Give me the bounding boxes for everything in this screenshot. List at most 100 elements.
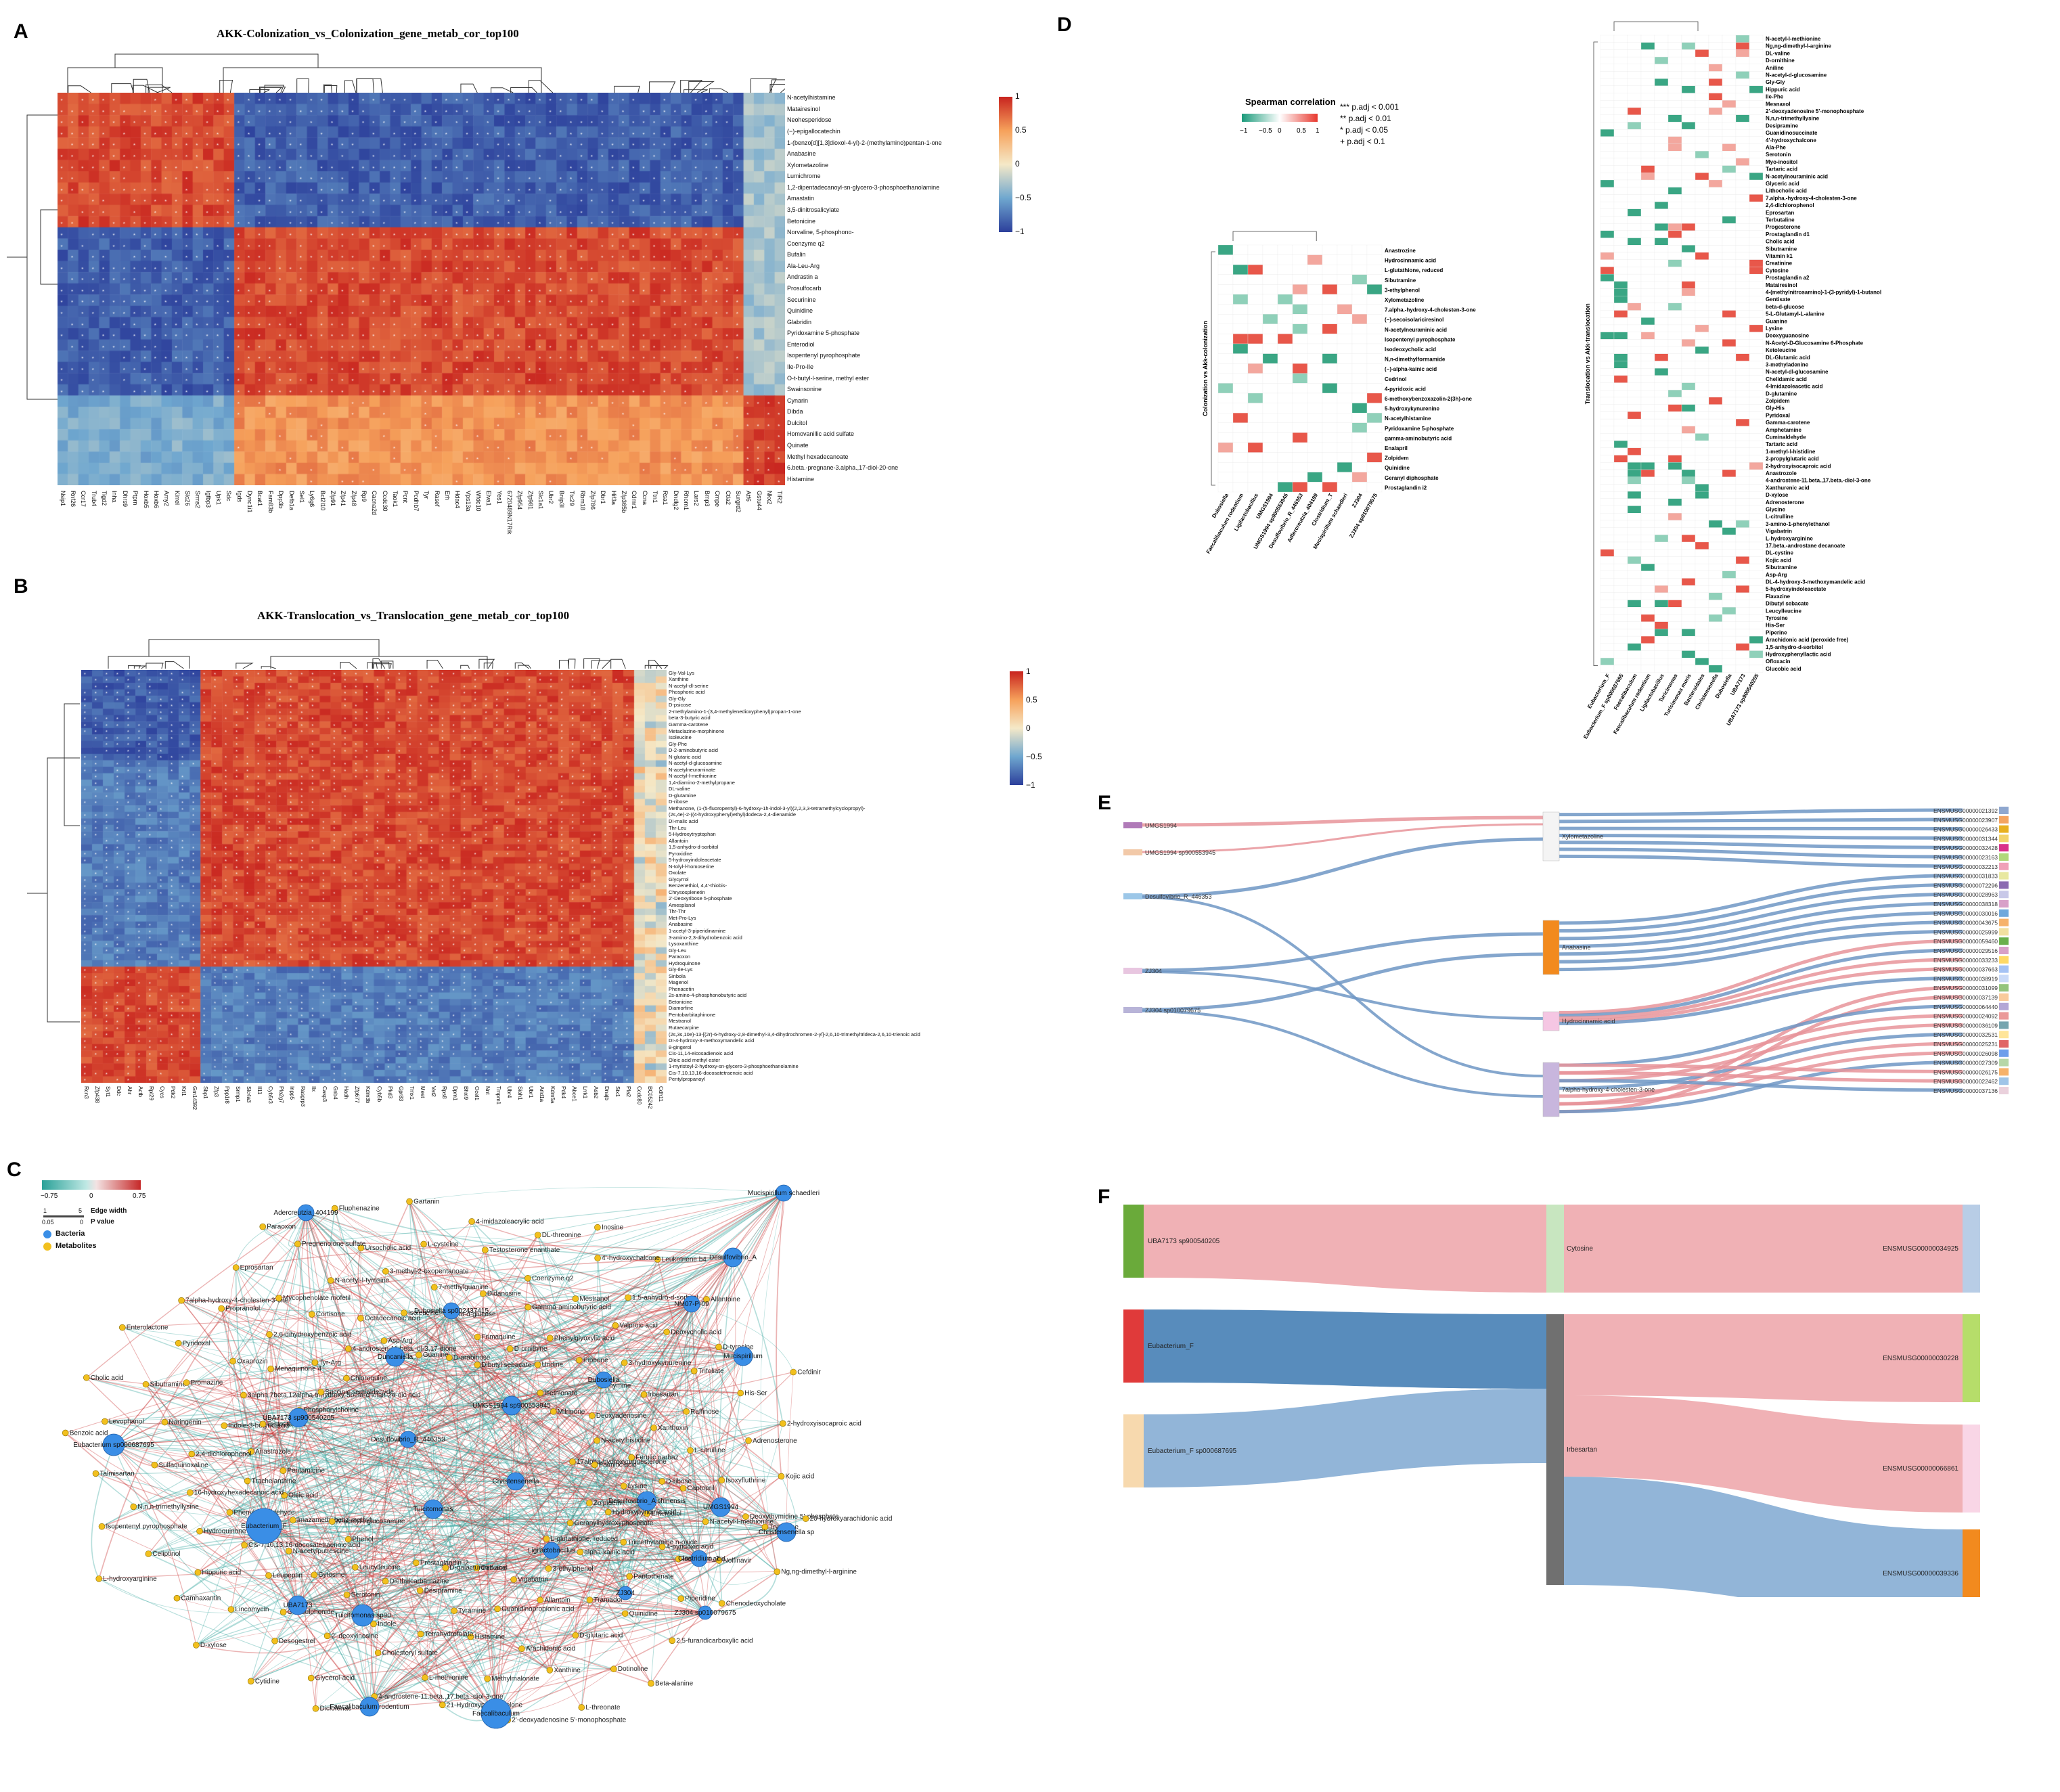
- metabolite-node: [193, 1642, 200, 1649]
- panel-a-row-label: Enterodiol: [787, 340, 815, 348]
- panel-a-row-label: Coenzyme q2: [787, 240, 825, 247]
- panel-e-right-label: ENSMUSG00000037663: [1933, 966, 1998, 973]
- bacteria-label: Eubacterium_F: [241, 1523, 287, 1530]
- metabolite-label: Isopentenyl pyrophosphate: [106, 1523, 188, 1531]
- metabolite-node: [703, 1296, 710, 1303]
- bacteria-label: Desulfovibrio_A: [709, 1254, 757, 1261]
- panel-e-right-label: ENSMUSG00000030016: [1933, 910, 1998, 917]
- panel-d-right-row-label: 7.alpha.-hydroxy-4-cholesten-3-one: [1766, 195, 1857, 201]
- panel-d-right-row-label: Anastrozole: [1766, 470, 1797, 476]
- metabolite-label: Arachidonic acid: [526, 1645, 575, 1653]
- panel-e-middle-label: Hydrocinnamic acid: [1562, 1018, 1615, 1025]
- panel-b-row-label: D-glutamine: [669, 792, 696, 799]
- metabolite-node: [417, 1630, 424, 1638]
- panel-d-right-row-label: Leucylleucine: [1766, 608, 1801, 614]
- metabolite-node: [737, 1389, 744, 1397]
- panel-d-right-row-label: Myo-inositol: [1766, 159, 1797, 165]
- metabolite-node: [658, 1478, 666, 1485]
- panel-e-right-label: ENSMUSG00000036109: [1933, 1022, 1998, 1029]
- metabolite-node: [118, 1324, 126, 1331]
- metabolite-label: Fluphenazine: [339, 1205, 380, 1213]
- metabolite-label: Uridine: [542, 1362, 564, 1369]
- panel-label-e: E: [1098, 792, 1112, 814]
- panel-b-col-label: Ilx: [311, 1086, 317, 1092]
- metabolite-node: [578, 1704, 585, 1711]
- metabolite-node: [550, 1408, 557, 1415]
- panel-b-row-label: beta-3-butyric acid: [669, 715, 711, 721]
- bacteria-label: Desulfovibrio_A chinensis: [608, 1498, 686, 1505]
- metabolite-node: [98, 1523, 106, 1530]
- panel-b-row-label: Lysoxanthine: [669, 941, 698, 947]
- panel-e-right-node: [1999, 1058, 2009, 1067]
- panel-b-row-label: Magenol: [669, 979, 688, 986]
- panel-a-col-label: Zfp48: [350, 491, 357, 507]
- metabolite-label: Methylmalonate: [491, 1676, 539, 1683]
- panel-b-col-label: Inpp5: [289, 1086, 296, 1100]
- panel-b-col-label: Slc4a3: [246, 1086, 252, 1103]
- panel-b-colorbar-tick: 0.5: [1026, 695, 1037, 704]
- metabolite-node: [331, 1205, 338, 1212]
- metabolite-node: [545, 1565, 552, 1572]
- panel-b-col-label: Actb: [137, 1086, 144, 1098]
- metabolite-label: Dibutyl sebacate: [481, 1362, 531, 1369]
- panel-e-left-label: UMGS1994 sp900553945: [1145, 849, 1215, 856]
- panel-a-row-label: O-t-butyl-l-serine, methyl ester: [787, 374, 870, 382]
- bacteria-label: Ligilactobacillus: [528, 1547, 575, 1554]
- panel-a-row-label: Ile-Pro-Ile: [787, 363, 814, 370]
- metabolite-label: Lincomycin: [235, 1606, 269, 1613]
- panel-b-col-label: Kdm5a: [549, 1086, 556, 1104]
- panel-e-right-label: ENSMUSG00000032428: [1933, 845, 1998, 851]
- panel-a-row-label: 1-(benzo[d][1,3]dioxol-4-yl)-2-(methylam…: [787, 139, 942, 146]
- panel-b-colorbar-tick: 0: [1026, 723, 1031, 733]
- panel-d-sig-legend: *** p.adj < 0.001: [1340, 102, 1399, 112]
- panel-b-row-label: Cis-7,10,13,16-docosatetraenoic acid: [669, 1069, 753, 1076]
- panel-d-right-row-label: beta-d-glucose: [1766, 304, 1804, 310]
- panel-c-legend-metabolites: Metabolites: [55, 1242, 97, 1250]
- metabolite-label: Gulosulphonide: [288, 1609, 335, 1616]
- panel-b-col-label: Syt1: [105, 1086, 112, 1098]
- panel-c-legend-bacteria: Bacteria: [55, 1230, 85, 1238]
- metabolite-label: Deoxythymidine 5'-phosphate: [750, 1513, 839, 1521]
- metabolite-label: Celiptinol: [152, 1550, 180, 1558]
- metabolite-node: [594, 1255, 601, 1261]
- metabolite-node: [543, 1536, 550, 1542]
- metabolite-node: [416, 1587, 424, 1594]
- bacteria-node: [246, 1508, 282, 1544]
- panel-f-left-node: [1123, 1414, 1144, 1487]
- panel-d-sig-legend: + p.adj < 0.1: [1340, 137, 1385, 146]
- panel-b-row-label: DI-malic acid: [669, 817, 698, 824]
- panel-b-colorbar: [1010, 671, 1023, 785]
- panel-d-right-row-label: D-ornithine: [1766, 58, 1795, 64]
- metabolite-label: Hippuric acid: [202, 1569, 241, 1577]
- metabolite-label: Oxaprozin: [237, 1358, 268, 1365]
- metabolite-node: [259, 1223, 267, 1230]
- bacteria-label: ZJ304 sp010079675: [674, 1609, 736, 1617]
- metabolite-node: [380, 1337, 388, 1344]
- panel-e-right-node: [1999, 956, 2009, 964]
- panel-d-colorbar-tick: −1: [1240, 127, 1248, 135]
- metabolite-label: D-ribose: [666, 1478, 692, 1485]
- metabolite-node: [285, 1548, 292, 1554]
- panel-b-col-label: Nnt: [484, 1086, 491, 1095]
- panel-e-right-node: [1999, 1077, 2009, 1085]
- panel-b-col-label: Lrrk1: [581, 1086, 588, 1099]
- metabolite-node: [241, 1542, 248, 1549]
- metabolite-node: [537, 1596, 544, 1604]
- panel-a-row-label: Glabridin: [787, 318, 812, 326]
- metabolite-label: Nolfinavir: [723, 1557, 751, 1565]
- panel-d-right-row-label: Asp-Arg: [1766, 572, 1787, 578]
- panel-e-right-label: ENSMUSG00000059460: [1933, 938, 1998, 945]
- panel-d-left-row-label: Pyridoxamine 5-phosphate: [1385, 426, 1454, 432]
- panel-d-right-row-label: Guanine: [1766, 318, 1788, 324]
- bacteria-label: Faecalibaculum rodentium: [330, 1703, 409, 1711]
- metabolite-node: [802, 1515, 809, 1522]
- panel-a-col-label: Cmpe: [714, 491, 721, 508]
- panel-a-row-label: Isopentenyl pyrophosphate: [787, 352, 861, 359]
- metabolite-label: Prostaglandin i2: [420, 1559, 469, 1567]
- metabolite-node: [175, 1339, 182, 1347]
- panel-b-col-label: Sbp1: [202, 1086, 209, 1099]
- panel-b-row-label: Gly-Leu: [669, 947, 687, 954]
- metabolite-label: Pentamidine: [287, 1467, 325, 1475]
- metabolite-node: [534, 1232, 541, 1238]
- metabolite-label: Glycerol-acid: [315, 1675, 355, 1682]
